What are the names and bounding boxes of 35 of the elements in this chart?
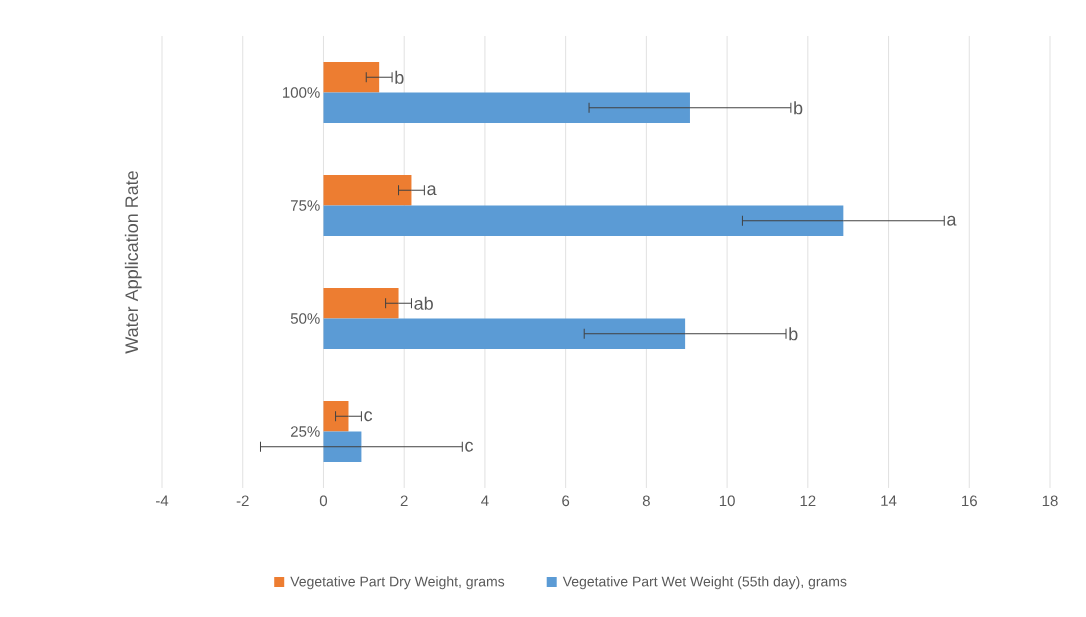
y-tick-label: 50% xyxy=(290,313,320,324)
annotation: b xyxy=(395,70,404,84)
legend-label: Vegetative Part Dry Weight, grams xyxy=(290,576,505,590)
bar xyxy=(323,400,349,432)
x-tick-label: 4 xyxy=(481,495,489,506)
x-tick-label: 0 xyxy=(319,495,328,507)
x-tick-label: 12 xyxy=(800,495,816,506)
x-tick-label: -2 xyxy=(236,495,249,506)
bar xyxy=(323,318,686,349)
bar xyxy=(323,287,399,319)
annotation: a xyxy=(427,185,437,196)
x-tick-label: -4 xyxy=(156,495,169,506)
y-tick-label: 25% xyxy=(290,426,320,437)
x-tick-label: 14 xyxy=(881,495,897,506)
bar xyxy=(323,431,362,462)
y-tick-label: 75% xyxy=(291,200,320,211)
x-tick-label: 18 xyxy=(1042,495,1058,507)
bar xyxy=(323,174,412,206)
annotation: ab xyxy=(414,296,433,310)
bar xyxy=(323,92,690,124)
bar xyxy=(323,205,844,237)
x-tick-label: 6 xyxy=(562,495,570,507)
legend-label: Vegetative Part Wet Weight (55th day), grams xyxy=(562,576,847,590)
annotation: b xyxy=(794,101,803,115)
annotation: a xyxy=(947,215,957,226)
x-tick-label: 10 xyxy=(719,495,735,507)
y-tick-label: 100% xyxy=(283,87,320,98)
x-tick-label: 8 xyxy=(642,495,650,507)
y-axis-title: Water Application Rate xyxy=(124,171,142,354)
annotation: c xyxy=(364,411,373,422)
x-tick-label: 2 xyxy=(400,495,408,506)
x-tick-label: 16 xyxy=(962,495,977,507)
bar xyxy=(323,61,380,93)
annotation: b xyxy=(789,327,798,341)
annotation: c xyxy=(465,441,474,452)
